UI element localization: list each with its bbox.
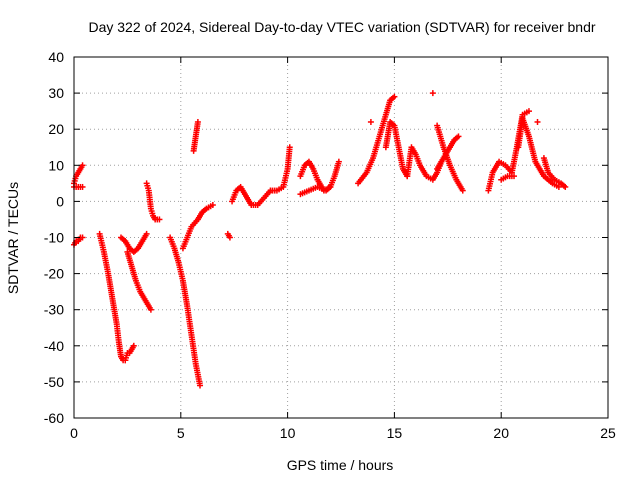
y-tick-label: 10 bbox=[48, 157, 64, 173]
series-arc-23 bbox=[434, 133, 462, 172]
data-point bbox=[130, 342, 137, 349]
y-tick-label: -10 bbox=[44, 230, 64, 246]
series-arc-21 bbox=[429, 90, 436, 97]
data-point bbox=[327, 183, 334, 190]
series-arc-3 bbox=[71, 234, 86, 248]
x-tick-label: 15 bbox=[387, 425, 403, 441]
series-arc-18 bbox=[367, 118, 374, 125]
series-arc-6 bbox=[117, 230, 150, 255]
x-tick-label: 5 bbox=[177, 425, 185, 441]
data-point bbox=[147, 306, 154, 313]
data-point bbox=[335, 158, 342, 165]
series-arc-25 bbox=[498, 173, 518, 183]
data-point bbox=[286, 144, 293, 151]
data-point bbox=[455, 133, 462, 140]
data-point bbox=[525, 108, 532, 115]
data-points bbox=[71, 90, 569, 389]
x-axis-label: GPS time / hours bbox=[287, 457, 394, 473]
series-arc-20 bbox=[404, 144, 445, 183]
data-point bbox=[391, 93, 398, 100]
x-tick-label: 10 bbox=[280, 425, 296, 441]
data-point bbox=[429, 90, 436, 97]
data-point bbox=[562, 183, 569, 190]
y-tick-label: 0 bbox=[56, 193, 64, 209]
y-tick-label: -60 bbox=[44, 410, 64, 426]
axis-ticks: 0 5 10 15 20 25 40 30 20 10 0 -10 -20 -30 -40 -50 -60 bbox=[44, 49, 616, 441]
data-point bbox=[534, 118, 541, 125]
y-tick-label: -40 bbox=[44, 338, 64, 354]
data-point bbox=[459, 187, 466, 194]
series-arc-14 bbox=[267, 144, 293, 194]
series-arc-22 bbox=[434, 122, 466, 194]
y-tick-label: 40 bbox=[48, 49, 64, 65]
data-point bbox=[194, 118, 201, 125]
series-arc-8 bbox=[143, 180, 163, 223]
series-arc-9 bbox=[167, 234, 204, 389]
y-tick-label: -20 bbox=[44, 266, 64, 282]
y-tick-label: -30 bbox=[44, 302, 64, 318]
series-arc-28 bbox=[540, 155, 569, 190]
data-point bbox=[226, 234, 233, 241]
data-point bbox=[197, 382, 204, 389]
series-arc-2 bbox=[71, 183, 86, 190]
series-arc-11 bbox=[190, 118, 201, 154]
series-arc-13 bbox=[229, 183, 274, 209]
x-tick-label: 20 bbox=[493, 425, 509, 441]
data-point bbox=[156, 216, 163, 223]
series-arc-1 bbox=[71, 162, 86, 187]
series-arc-17 bbox=[355, 93, 398, 187]
series-arc-5 bbox=[122, 342, 137, 364]
y-tick-label: 20 bbox=[48, 121, 64, 137]
y-tick-label: 30 bbox=[48, 85, 64, 101]
data-point bbox=[511, 173, 518, 180]
x-tick-label: 25 bbox=[600, 425, 616, 441]
data-point bbox=[79, 162, 86, 169]
chart-title: Day 322 of 2024, Sidereal Day-to-day VTE… bbox=[88, 19, 595, 35]
data-point bbox=[143, 230, 150, 237]
series-arc-12 bbox=[224, 230, 233, 241]
data-point bbox=[209, 202, 216, 209]
x-tick-label: 0 bbox=[70, 425, 78, 441]
y-axis-label: SDTVAR / TECUs bbox=[5, 182, 21, 294]
series-arc-16 bbox=[297, 183, 334, 198]
data-point bbox=[367, 118, 374, 125]
series-arc-7 bbox=[124, 248, 154, 313]
series-arc-26 bbox=[515, 115, 562, 190]
series-arc-4 bbox=[96, 230, 129, 364]
series-arc-27 bbox=[534, 118, 541, 125]
data-point bbox=[79, 234, 86, 241]
data-point bbox=[79, 183, 86, 190]
y-tick-label: -50 bbox=[44, 374, 64, 390]
series-arc-10 bbox=[179, 202, 216, 252]
